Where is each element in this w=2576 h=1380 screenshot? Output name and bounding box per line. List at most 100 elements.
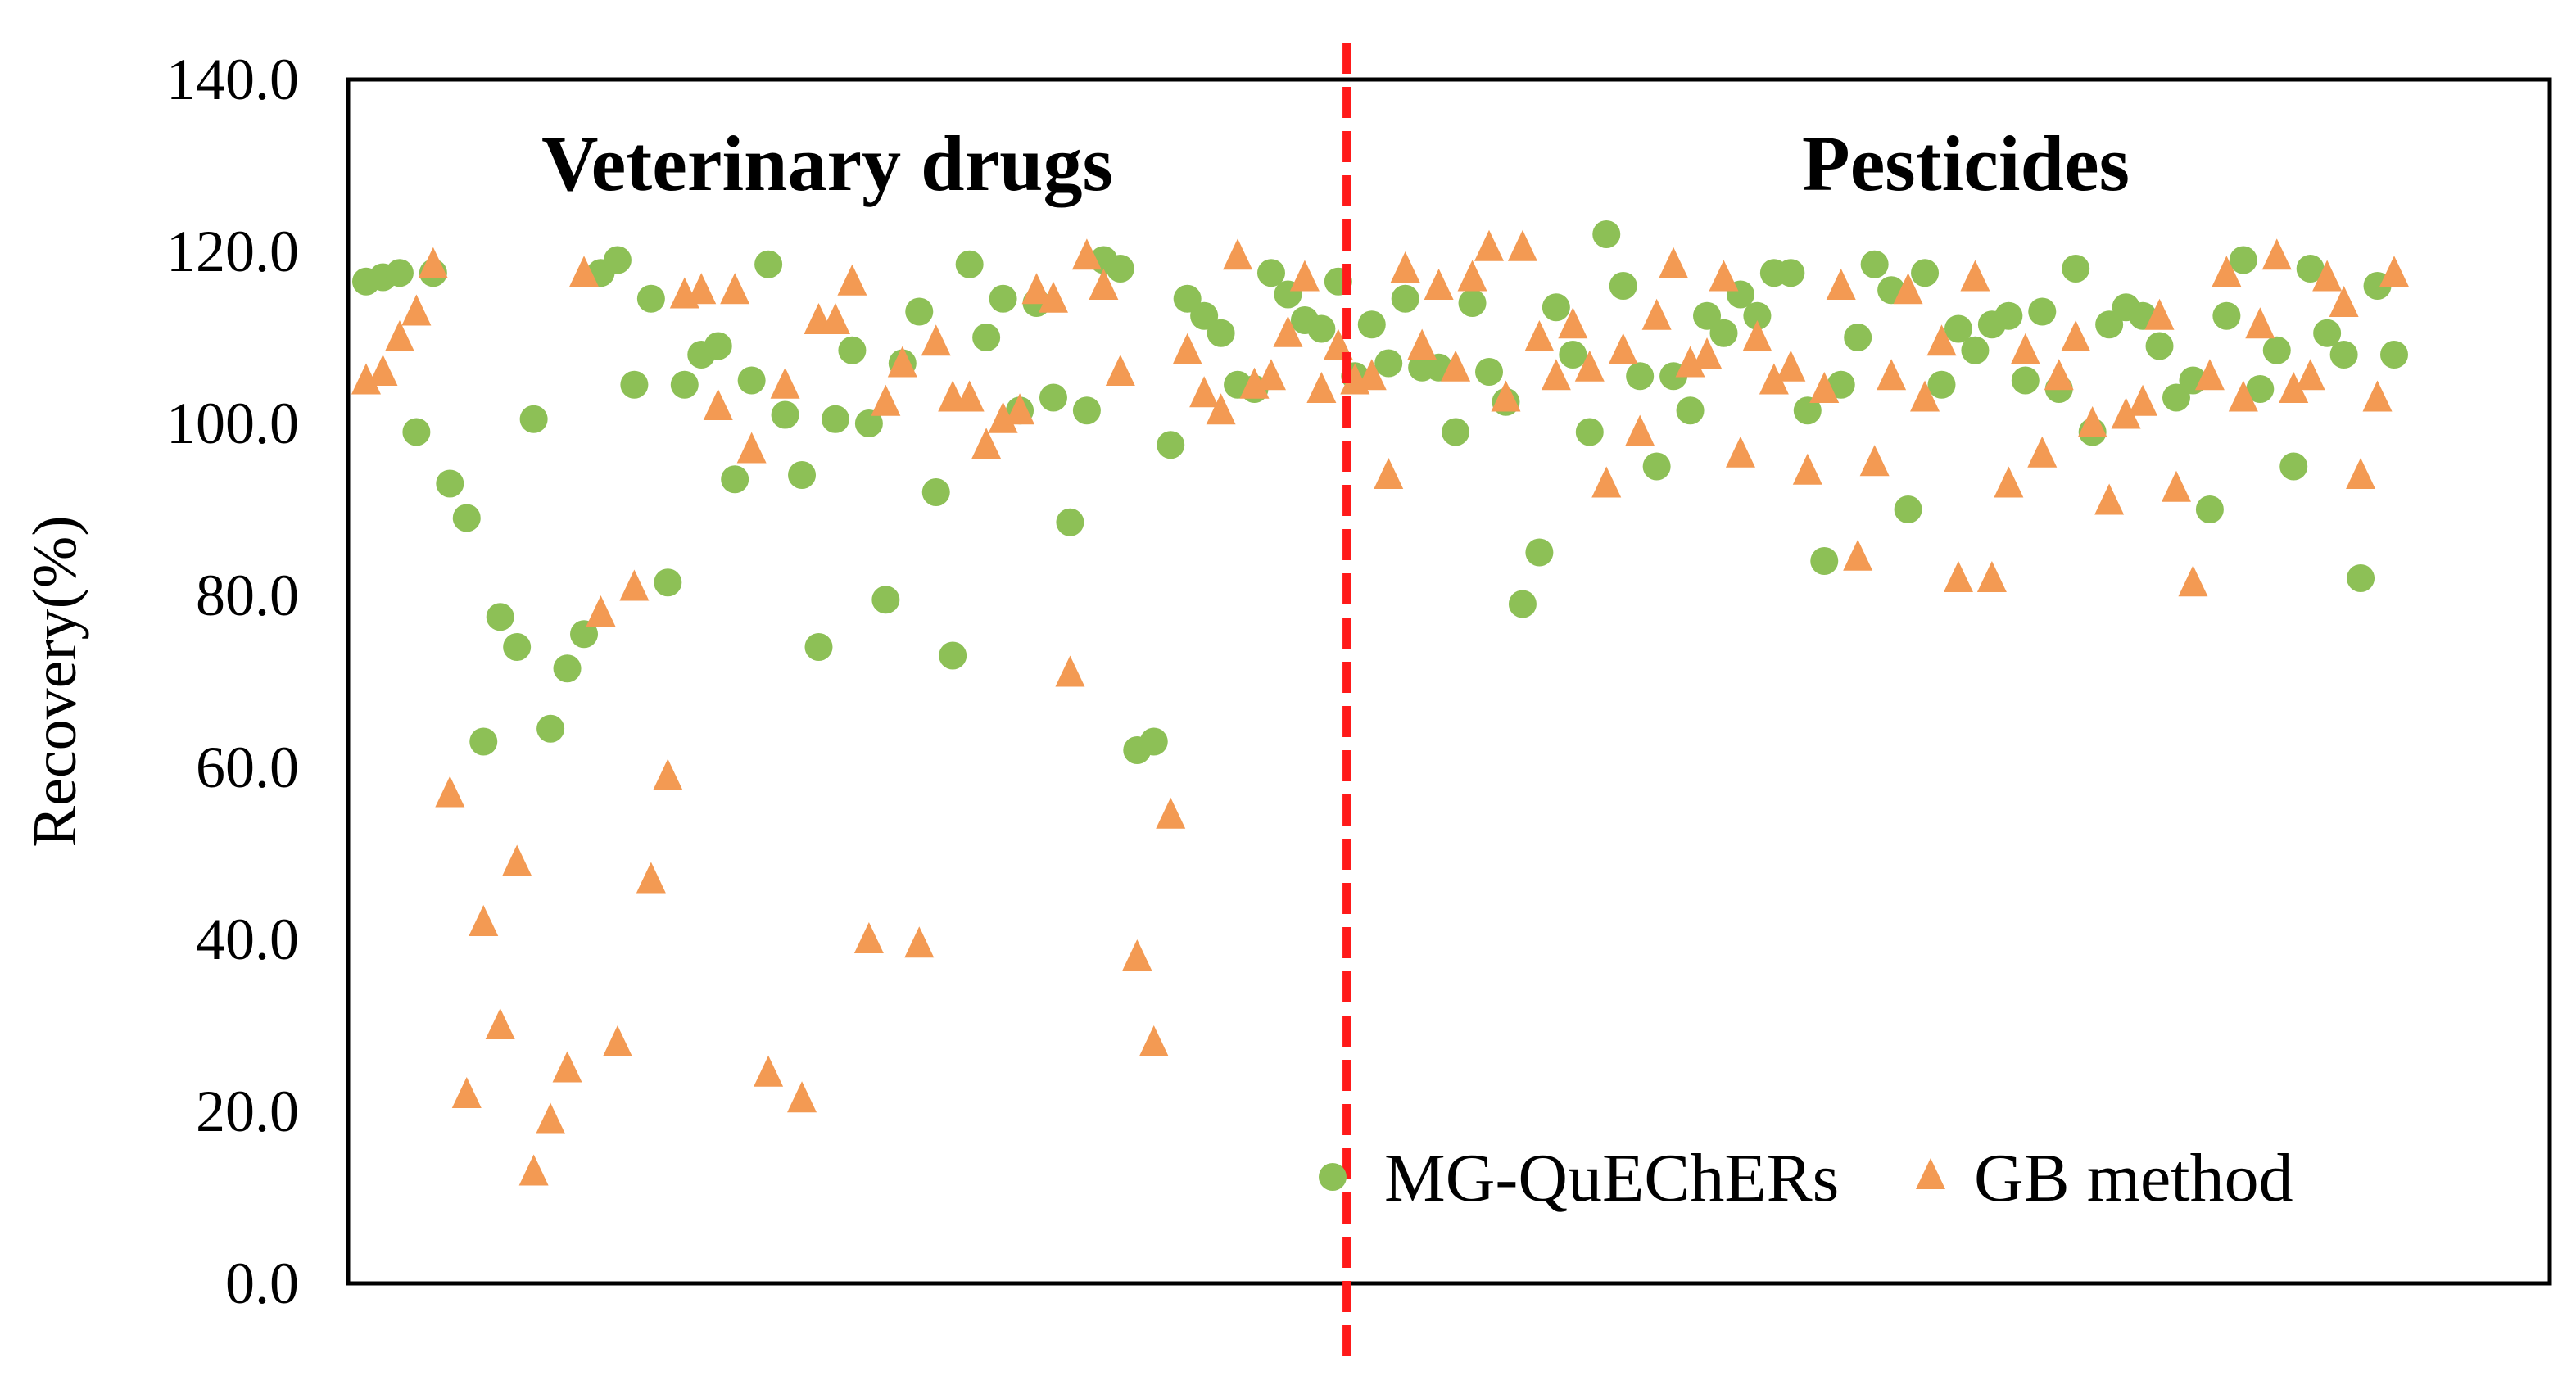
- point-mg-quechers: [2246, 375, 2275, 403]
- point-gb-method: [1206, 393, 1236, 425]
- point-mg-quechers: [1676, 396, 1705, 425]
- point-mg-quechers: [2162, 383, 2190, 412]
- point-mg-quechers: [1072, 396, 1101, 425]
- point-mg-quechers: [519, 405, 548, 433]
- point-gb-method: [552, 1051, 582, 1083]
- point-gb-method: [871, 384, 901, 416]
- point-gb-method: [1558, 307, 1588, 339]
- point-mg-quechers: [2262, 336, 2291, 364]
- point-gb-method: [2077, 406, 2107, 437]
- point-gb-method: [368, 355, 398, 386]
- y-axis-title: Recovery(%): [20, 515, 89, 847]
- point-gb-method: [2228, 380, 2258, 412]
- point-mg-quechers: [1911, 259, 1940, 287]
- point-gb-method: [1441, 350, 1471, 382]
- legend-mg-quechers-label: MG-QuEChERs: [1384, 1140, 1839, 1216]
- point-gb-method: [2312, 260, 2343, 292]
- point-gb-method: [502, 844, 532, 876]
- point-gb-method: [820, 303, 850, 334]
- point-gb-method: [921, 324, 951, 356]
- point-mg-quechers: [1642, 452, 1671, 481]
- point-gb-method: [1239, 367, 1270, 399]
- point-mg-quechers: [2329, 341, 2358, 369]
- point-mg-quechers: [570, 620, 599, 649]
- point-mg-quechers: [905, 297, 934, 326]
- point-mg-quechers: [1307, 314, 1336, 343]
- point-mg-quechers: [1391, 284, 1419, 313]
- point-mg-quechers: [754, 250, 783, 278]
- point-mg-quechers: [436, 469, 464, 498]
- point-gb-method: [1139, 1025, 1169, 1056]
- point-mg-quechers: [1827, 370, 1855, 399]
- point-mg-quechers: [2095, 310, 2124, 339]
- point-gb-method: [636, 862, 666, 894]
- point-mg-quechers: [1508, 590, 1537, 618]
- point-gb-method: [988, 401, 1018, 433]
- point-gb-method: [1105, 355, 1135, 386]
- point-gb-method: [469, 905, 499, 936]
- point-gb-method: [720, 273, 750, 305]
- point-gb-method: [1742, 320, 1772, 351]
- point-gb-method: [736, 432, 767, 464]
- region-label-veterinary-drugs: Veterinary drugs: [541, 120, 1113, 207]
- point-gb-method: [1524, 320, 1555, 351]
- point-gb-method: [2178, 565, 2208, 597]
- point-mg-quechers: [1894, 495, 1922, 523]
- point-gb-method: [770, 367, 800, 399]
- point-mg-quechers: [452, 504, 481, 532]
- point-gb-method: [536, 1102, 566, 1134]
- point-gb-method: [1122, 939, 1152, 971]
- point-gb-method: [954, 380, 985, 412]
- point-gb-method: [2346, 458, 2376, 489]
- point-gb-method: [787, 1081, 817, 1113]
- point-gb-method: [1256, 359, 1286, 391]
- point-gb-method: [686, 273, 717, 305]
- point-mg-quechers: [2145, 332, 2174, 360]
- point-mg-quechers: [1357, 310, 1386, 339]
- point-gb-method: [1491, 380, 1521, 412]
- point-mg-quechers: [721, 465, 749, 494]
- point-mg-quechers: [871, 586, 900, 614]
- point-gb-method: [1089, 269, 1119, 300]
- point-gb-method: [2212, 256, 2242, 287]
- point-mg-quechers: [670, 370, 699, 399]
- point-mg-quechers: [939, 641, 967, 670]
- y-tick-label: 120.0: [166, 219, 299, 284]
- point-mg-quechers: [654, 568, 682, 597]
- point-mg-quechers: [1944, 314, 1972, 343]
- point-mg-quechers: [385, 259, 414, 287]
- point-gb-method: [2111, 397, 2141, 429]
- point-gb-method: [1474, 229, 1505, 261]
- point-mg-quechers: [1575, 418, 1604, 446]
- point-mg-quechers: [1157, 431, 1185, 459]
- point-mg-quechers: [603, 246, 632, 274]
- point-mg-quechers: [1458, 289, 1487, 317]
- y-tick-label: 100.0: [166, 391, 299, 456]
- point-gb-method: [1709, 260, 1739, 292]
- point-mg-quechers: [636, 284, 665, 313]
- legend: MG-QuEChERs GB method: [1319, 1140, 2293, 1216]
- point-gb-method: [1273, 315, 1303, 347]
- point-gb-method: [2279, 372, 2309, 403]
- plot-frame: [346, 77, 2552, 1286]
- point-gb-method: [1005, 393, 1035, 425]
- legend-gb-method-marker: [1916, 1158, 1945, 1189]
- point-mg-quechers: [2028, 297, 2057, 326]
- point-gb-method: [1156, 797, 1186, 829]
- point-gb-method: [1356, 359, 1387, 391]
- point-mg-quechers: [402, 418, 431, 446]
- point-gb-method: [1943, 561, 1973, 592]
- point-mg-quechers: [1709, 319, 1738, 347]
- point-mg-quechers: [2296, 255, 2325, 283]
- point-gb-method: [1759, 363, 1789, 395]
- point-gb-method: [2094, 483, 2125, 515]
- point-mg-quechers: [2279, 452, 2308, 481]
- point-gb-method: [2044, 359, 2074, 391]
- y-tick-label: 140.0: [166, 47, 299, 112]
- point-mg-quechers: [1256, 259, 1285, 287]
- point-gb-method: [754, 1055, 784, 1087]
- point-gb-method: [1843, 539, 1873, 571]
- point-gb-method: [351, 363, 381, 395]
- point-gb-method: [485, 1008, 515, 1039]
